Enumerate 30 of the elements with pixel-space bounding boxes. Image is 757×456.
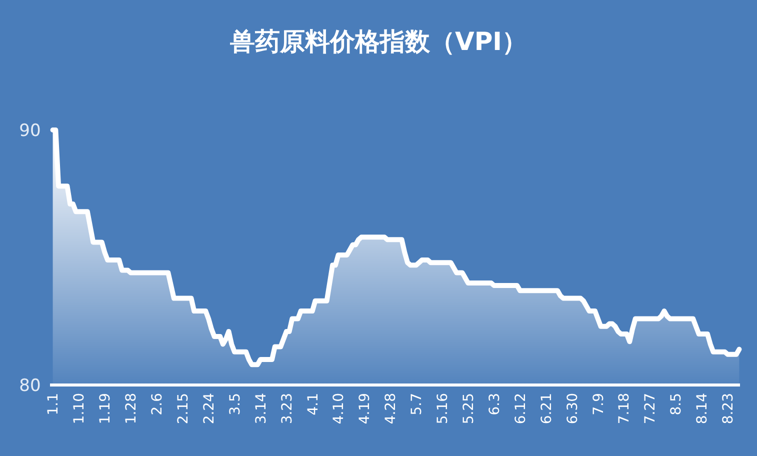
x-tick-label: 5.16 [435,392,452,424]
x-tick-label: 8.23 [720,393,737,424]
x-tick-label: 7.18 [616,393,633,424]
x-tick-label: 7.9 [590,393,607,416]
y-tick-label: 90 [19,120,41,141]
x-tick-label: 5.25 [461,393,477,424]
x-tick-label: 3.5 [227,393,244,416]
x-tick-label: 6.21 [538,393,555,424]
x-tick-label: 1.28 [124,393,140,424]
x-tick-label: 4.28 [383,393,400,424]
x-tick-label: 6.12 [512,393,529,424]
x-tick-label: 1.10 [72,393,88,424]
x-tick-label: 3.23 [279,393,296,424]
x-tick-label: 3.14 [253,392,270,424]
x-tick-label: 8.5 [668,393,685,416]
x-tick-label: 2.24 [201,392,218,424]
x-tick-label: 6.3 [486,393,503,416]
x-tick-label: 4.10 [331,393,348,424]
x-tick-label: 6.30 [564,393,581,424]
x-tick-label: 8.14 [694,392,711,424]
x-tick-label: 5.7 [409,393,426,416]
chart-title: 兽药原料价格指数（VPI） [229,27,527,56]
x-tick-label: 1.1 [46,393,62,416]
x-tick-label: 2.6 [150,392,166,416]
x-tick-label: 4.1 [305,393,322,416]
x-tick-label: 1.19 [98,393,114,424]
x-tick-label: 2.15 [175,393,192,424]
x-tick-label: 7.27 [642,393,659,424]
x-tick-label: 4.19 [357,393,374,424]
y-tick-label: 80 [19,376,41,396]
